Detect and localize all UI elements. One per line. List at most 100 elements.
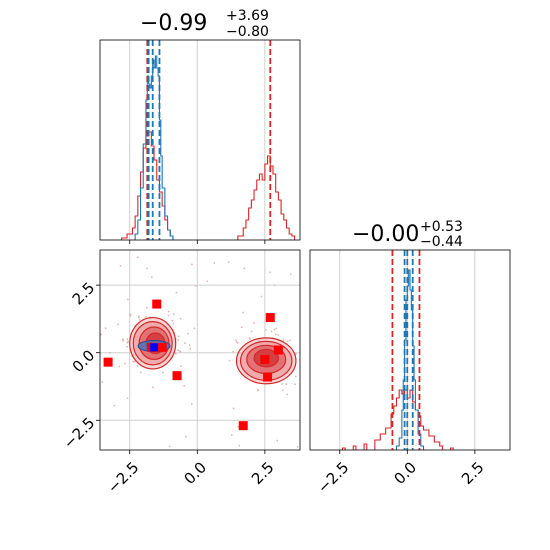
scatter-point	[175, 291, 178, 294]
scatter-point	[232, 407, 235, 410]
scatter-point	[138, 316, 140, 319]
scatter-point	[193, 327, 196, 330]
y-tick-label: −2.5	[60, 414, 98, 452]
scatter-point	[179, 317, 182, 320]
scatter-point	[270, 330, 273, 333]
scatter-point	[286, 393, 289, 396]
scatter-point	[206, 280, 209, 283]
scatter-point	[109, 351, 112, 354]
hist1-title-main: −0.99	[140, 11, 207, 36]
scatter-point	[139, 371, 142, 374]
scatter-axes-frame	[99, 249, 301, 451]
scatter-point	[249, 338, 251, 340]
marker-red	[238, 421, 248, 431]
hist-series-blue	[395, 269, 425, 450]
scatter-point	[286, 340, 289, 343]
hist2-title-main: −0.00	[352, 222, 419, 247]
hist-series-red	[121, 131, 296, 240]
scatter-point	[179, 351, 182, 353]
scatter-point	[296, 445, 299, 448]
scatter-point	[167, 310, 170, 313]
marker-red	[157, 342, 167, 352]
hist2-series	[341, 269, 454, 450]
hist2-title-sub: −0.44	[420, 234, 463, 250]
marker-red	[273, 345, 283, 355]
scatter-point	[265, 328, 268, 331]
scatter-point	[118, 365, 121, 368]
scatter-point	[167, 314, 170, 317]
scatter-point	[240, 326, 243, 329]
scatter-point	[129, 314, 132, 317]
hist-series-blue	[134, 55, 174, 240]
scatter-point	[137, 315, 140, 318]
scatter-point	[136, 365, 139, 368]
scatter-point	[236, 342, 239, 344]
scatter-point	[276, 439, 279, 442]
scatter-point	[257, 389, 259, 392]
scatter-point	[188, 344, 191, 347]
x-tick-label: −2.5	[104, 458, 142, 496]
scatter-point	[242, 311, 244, 314]
scatter-point	[100, 333, 102, 336]
scatter-point	[273, 284, 276, 287]
scatter-point	[180, 365, 182, 368]
scatter-point	[145, 306, 148, 309]
scatter-point	[191, 263, 193, 266]
scatter-point	[230, 434, 233, 437]
scatter-point	[168, 445, 171, 448]
scatter-point	[126, 345, 128, 348]
marker-red	[263, 372, 273, 382]
scatter-point	[289, 339, 291, 342]
hist1-panel: −0.99 +3.69 −0.80	[99, 8, 301, 244]
scatter-point	[183, 342, 186, 344]
scatter-point	[162, 371, 164, 374]
scatter-point	[82, 321, 84, 323]
scatter-point	[227, 261, 230, 264]
scatter-point	[127, 340, 129, 343]
scatter-point	[269, 271, 271, 274]
hist2-quantile-lines	[391, 250, 421, 450]
scatter-point	[177, 335, 180, 338]
scatter-point	[175, 352, 177, 355]
scatter-point	[146, 267, 148, 270]
scatter-point	[144, 315, 147, 318]
hist2-ticks: −2.5 0.0 2.5	[314, 450, 488, 497]
scatter-point	[127, 298, 129, 301]
scatter-point	[172, 322, 175, 325]
marker-red	[265, 313, 275, 323]
scatter-point	[235, 339, 237, 341]
scatter-point	[136, 256, 139, 259]
scatter-point	[126, 338, 129, 341]
scatter-point	[243, 267, 246, 270]
scatter-point	[129, 313, 132, 316]
scatter-point	[177, 349, 180, 352]
scatter-point	[172, 313, 175, 316]
scatter-point	[238, 444, 241, 447]
scatter-point	[274, 333, 277, 336]
scatter-point	[101, 381, 104, 383]
scatter-point	[132, 360, 134, 363]
x-tick-label: 0.0	[180, 458, 210, 488]
scatter-point	[133, 360, 136, 363]
hist1-quantile-lines	[146, 40, 272, 240]
marker-red	[172, 371, 182, 381]
scatter-point	[138, 318, 141, 321]
scatter-point	[121, 338, 124, 340]
y-tick-label: 2.5	[69, 279, 99, 309]
scatter-point	[116, 323, 119, 326]
scatter-point	[194, 285, 197, 287]
scatter-point	[104, 327, 107, 330]
scatter-point	[282, 339, 285, 342]
marker-red	[103, 357, 113, 367]
x-tick-label: 0.0	[390, 458, 420, 488]
scatter-point	[237, 425, 240, 428]
scatter-point	[293, 383, 296, 386]
marker-red	[152, 299, 162, 309]
scatter-point	[277, 334, 280, 336]
x-tick-label: 2.5	[248, 458, 278, 488]
scatter-point	[123, 362, 126, 365]
x-tick-label: 2.5	[458, 458, 488, 488]
marker-red	[260, 354, 270, 364]
scatter-point	[260, 295, 263, 298]
